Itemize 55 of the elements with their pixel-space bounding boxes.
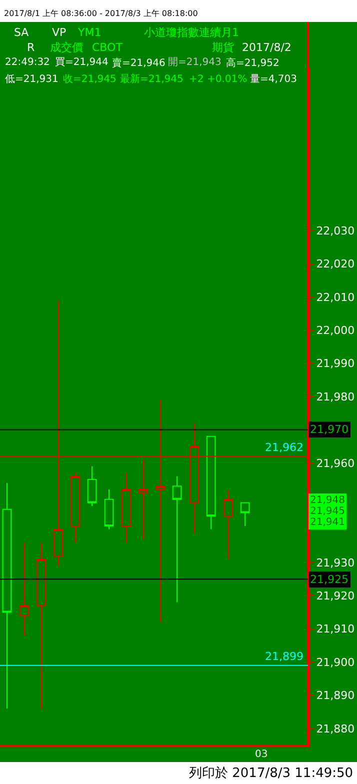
y-tick-label: 22,010 <box>316 290 355 304</box>
candlestick <box>121 472 131 544</box>
annotation: 量=4,703 <box>250 74 298 85</box>
y-tick-label: 21,920 <box>316 590 355 603</box>
text: VP <box>52 26 67 39</box>
text: 成交價 <box>50 41 83 54</box>
text: 列印於 2017/8/3 11:49:50 <box>189 766 354 781</box>
candlestick <box>223 488 233 560</box>
text: SA <box>14 26 30 39</box>
annotation: 高=21,952 <box>226 57 280 69</box>
annotation: 收=21,945 <box>63 74 116 85</box>
text: 21,941 <box>310 517 345 528</box>
y-tick-label: 21,930 <box>316 556 355 570</box>
candlestick <box>240 502 250 526</box>
ref-line-label: 21,925 <box>310 573 348 586</box>
text: 21,948 <box>310 495 345 506</box>
text: 21,945 <box>310 506 345 517</box>
candlestick <box>19 542 29 636</box>
annotation: 低=21,931 <box>5 74 58 85</box>
y-tick-label: 22,020 <box>316 258 355 271</box>
y-tick-label: 21,910 <box>316 622 355 636</box>
text: 期貨 <box>212 41 234 54</box>
y-tick-label: 21,900 <box>316 656 355 669</box>
candlestick <box>138 459 148 540</box>
y-tick-label: 21,890 <box>316 689 355 702</box>
text: 小道瓊指數連續月1 <box>144 26 239 39</box>
candlestick <box>206 436 216 530</box>
text: 22:49:32 <box>5 57 50 68</box>
candlestick <box>104 488 114 530</box>
ref-line-label: 21,962 <box>265 441 304 454</box>
text: CBOT <box>92 41 123 54</box>
annotation: 賣=21,946 <box>112 57 166 69</box>
y-tick-label: 22,000 <box>316 324 355 338</box>
text: 開=21,943 <box>168 57 222 68</box>
y-tick-label: 21,880 <box>316 722 355 736</box>
y-tick-label: 21,960 <box>316 456 355 470</box>
y-tick-label: 21,980 <box>316 390 355 404</box>
annotation: +0.01% <box>207 74 248 85</box>
candlestick <box>87 466 97 507</box>
candlestick <box>2 482 12 709</box>
text: R <box>27 41 35 54</box>
text: 買=21,944 <box>55 57 108 68</box>
text: 2017/8/2 <box>242 41 292 54</box>
candlestick <box>70 472 80 544</box>
chart-title: 2017/8/1 上午 08:36:00 - 2017/8/3 上午 08:18:00 <box>4 9 198 18</box>
candlestick <box>36 542 46 709</box>
y-tick-label: 21,990 <box>316 357 355 370</box>
ref-line-label: 21,899 <box>265 650 304 663</box>
candlestick <box>172 476 182 603</box>
annotation: 最新=21,945 <box>120 73 184 85</box>
annotation: +2 <box>189 74 204 85</box>
text: YM1 <box>77 26 102 39</box>
y-tick-label: 22,030 <box>316 224 355 238</box>
text: 03 <box>255 749 268 760</box>
ref-line-label: 21,970 <box>310 423 348 436</box>
